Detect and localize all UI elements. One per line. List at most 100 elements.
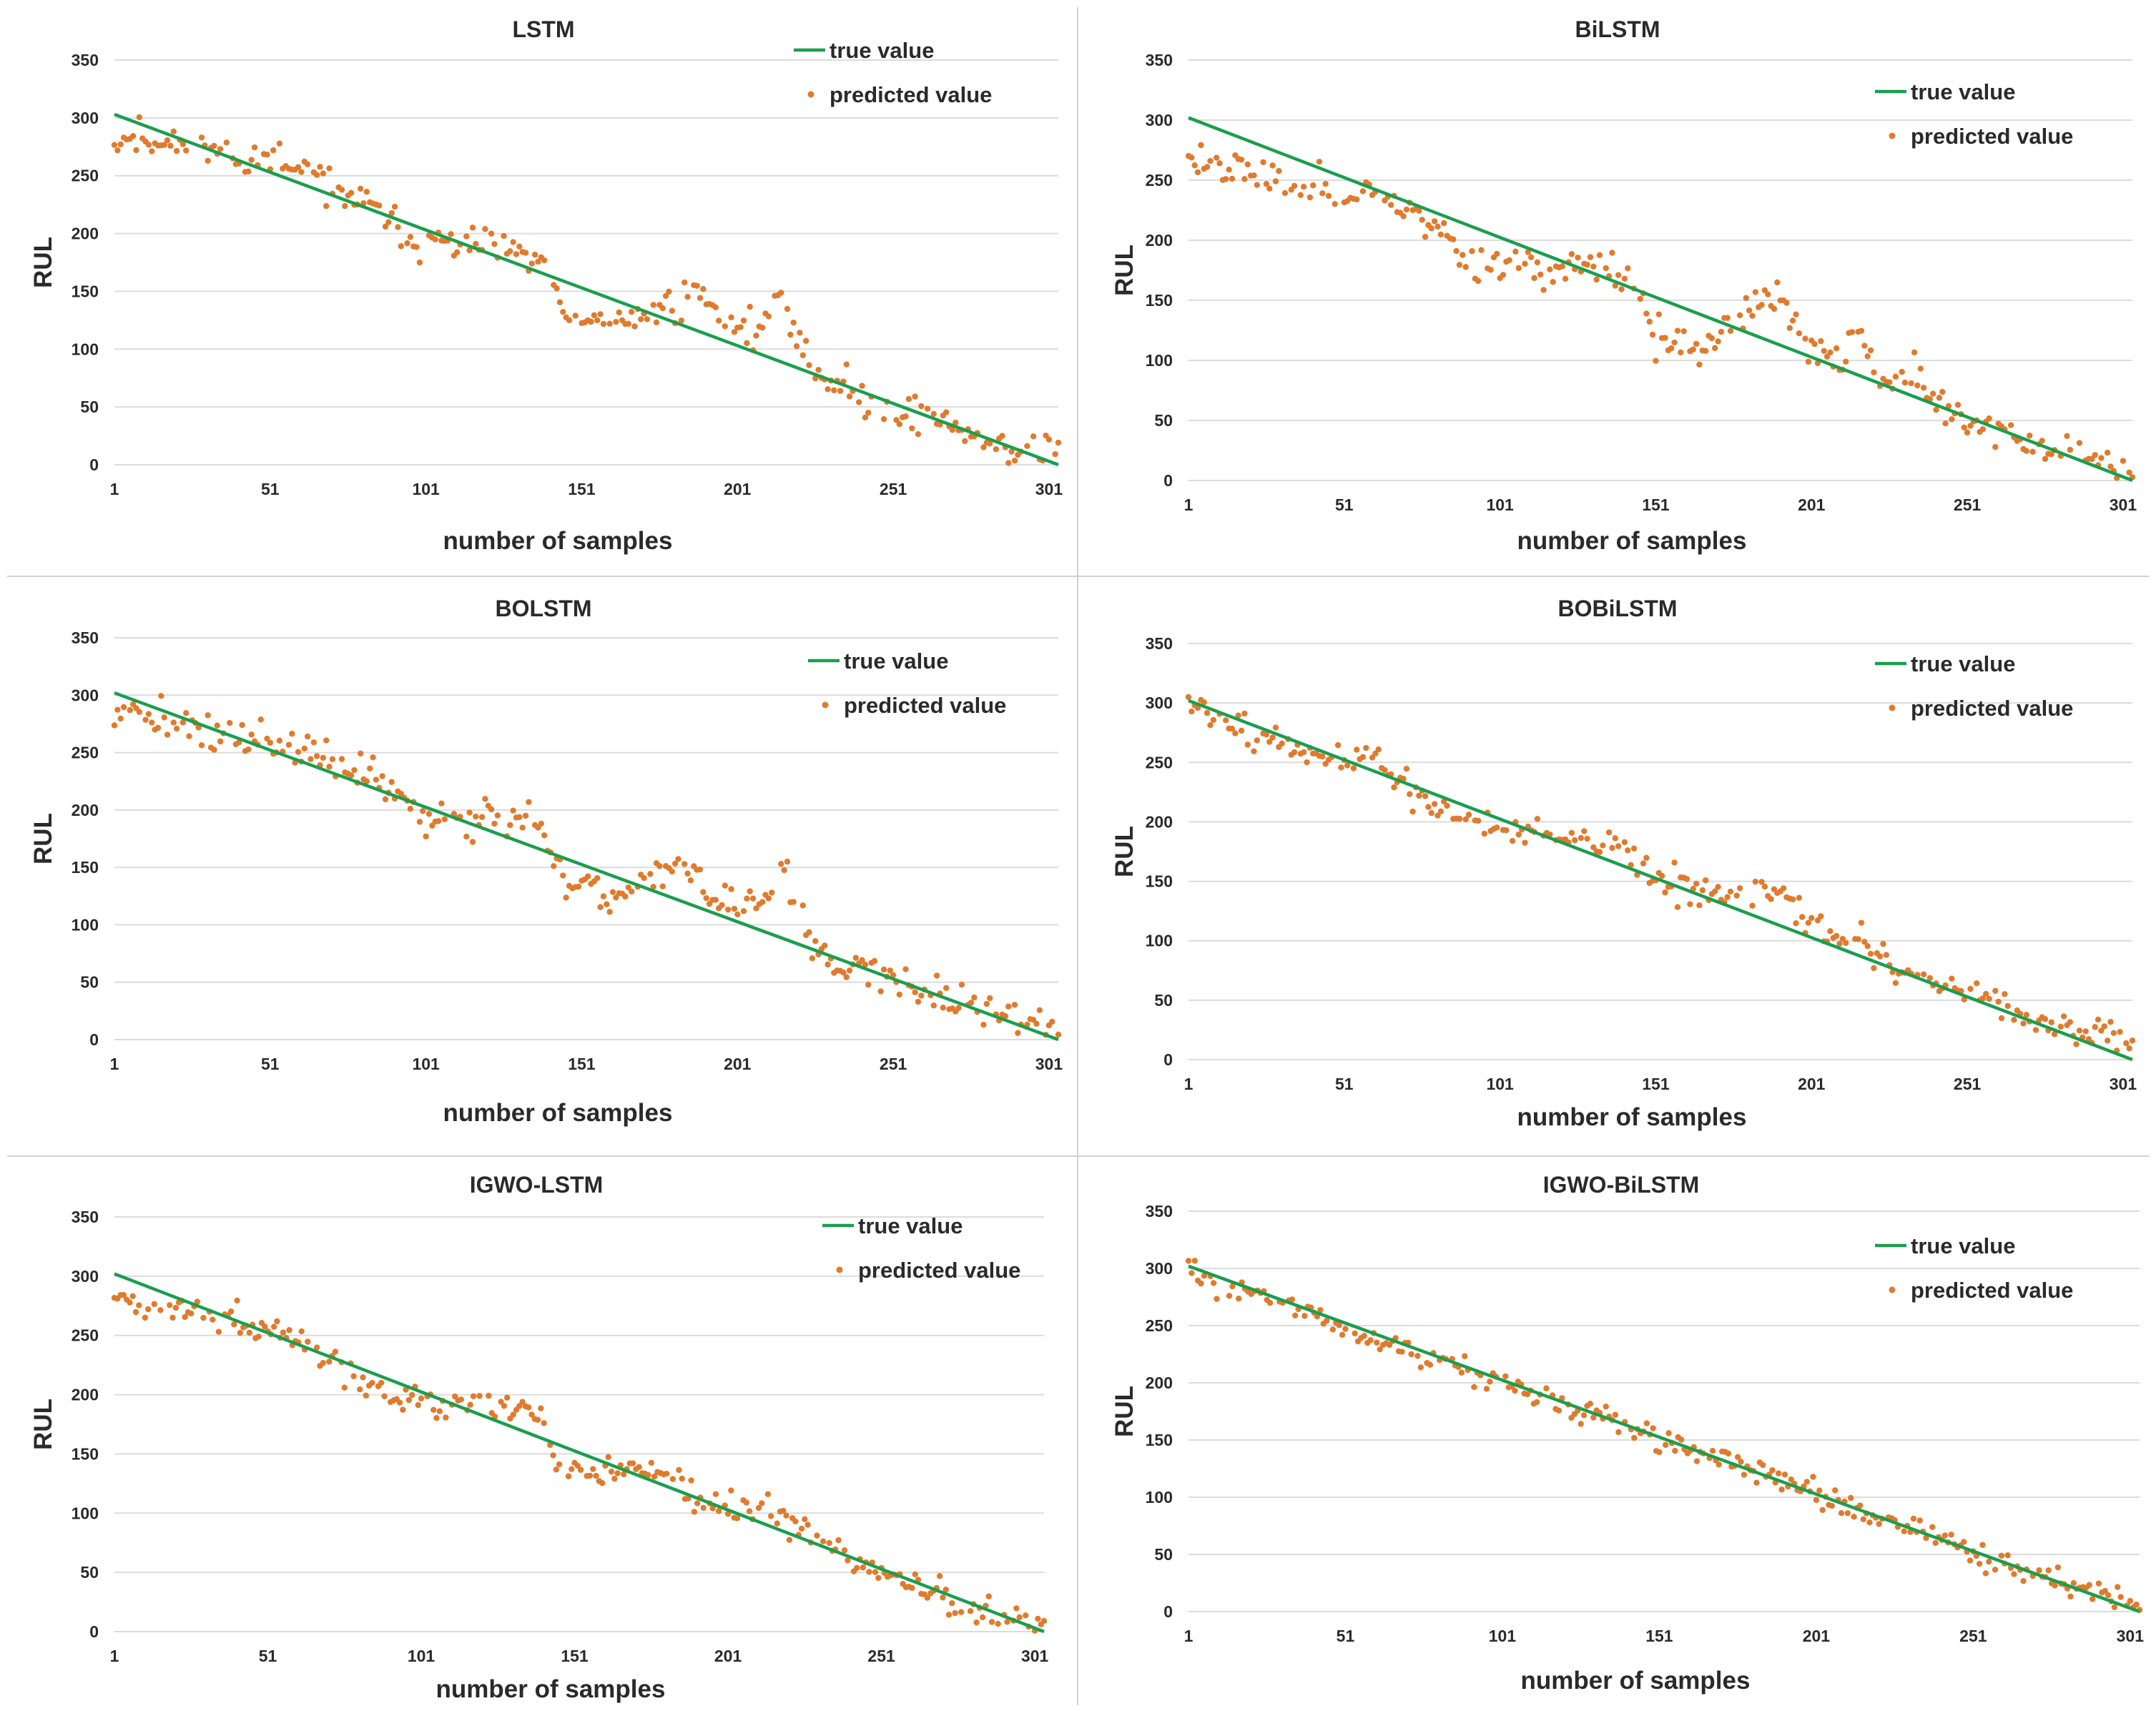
predicted-point xyxy=(329,756,336,762)
predicted-point xyxy=(255,1333,262,1340)
predicted-point xyxy=(1534,816,1541,822)
y-tick-label: 250 xyxy=(1146,753,1173,771)
predicted-point xyxy=(452,1393,458,1400)
predicted-point xyxy=(476,1393,483,1399)
predicted-point xyxy=(1263,731,1270,738)
predicted-point xyxy=(728,886,734,892)
predicted-point xyxy=(1761,287,1768,294)
predicted-point xyxy=(958,1609,965,1615)
predicted-point xyxy=(396,1399,403,1406)
predicted-point xyxy=(1469,248,1475,255)
predicted-point xyxy=(2020,1020,2027,1027)
predicted-point xyxy=(2117,1028,2123,1035)
predicted-point xyxy=(215,1328,222,1335)
predicted-point xyxy=(835,1537,842,1544)
predicted-point xyxy=(1653,358,1659,364)
predicted-point xyxy=(1979,426,1987,433)
predicted-point xyxy=(2092,452,2098,458)
predicted-point xyxy=(1814,917,1821,924)
predicted-point xyxy=(1646,318,1653,325)
predicted-point xyxy=(799,902,806,909)
predicted-point xyxy=(381,1393,388,1400)
predicted-point xyxy=(2045,1567,2052,1574)
predicted-point xyxy=(211,746,217,753)
predicted-point xyxy=(158,693,164,699)
y-tick-label: 0 xyxy=(1163,1602,1173,1621)
predicted-point xyxy=(1342,1326,1349,1332)
predicted-point xyxy=(1590,263,1597,270)
y-tick-label: 250 xyxy=(1146,1316,1173,1335)
predicted-point xyxy=(1238,157,1245,163)
predicted-point xyxy=(2126,1045,2132,1052)
predicted-point xyxy=(712,304,719,311)
y-tick-label: 0 xyxy=(1163,471,1173,490)
y-tick-label: 150 xyxy=(1146,872,1173,891)
predicted-point xyxy=(769,889,775,896)
x-tick-label: 201 xyxy=(1798,495,1826,514)
predicted-point xyxy=(902,413,909,420)
predicted-point xyxy=(1954,402,1961,408)
x-axis-label: number of samples xyxy=(443,527,673,555)
predicted-point xyxy=(1425,804,1432,810)
predicted-point xyxy=(211,142,217,149)
legend-predicted-swatch xyxy=(807,91,814,98)
legend-predicted-swatch xyxy=(836,1266,843,1273)
x-tick-label: 201 xyxy=(1798,1075,1826,1093)
predicted-point xyxy=(111,722,118,729)
predicted-point xyxy=(1680,328,1687,335)
predicted-point xyxy=(1818,337,1824,345)
predicted-point xyxy=(1908,380,1914,387)
predicted-point xyxy=(1372,750,1379,757)
predicted-point xyxy=(478,814,486,820)
predicted-point xyxy=(1266,185,1273,192)
predicted-point xyxy=(385,219,392,225)
y-tick-label: 300 xyxy=(72,686,99,704)
predicted-point xyxy=(669,307,676,314)
predicted-point xyxy=(1528,254,1535,260)
predicted-point xyxy=(1871,369,1877,375)
predicted-point xyxy=(1724,894,1731,900)
predicted-point xyxy=(1612,1411,1619,1418)
predicted-point xyxy=(845,1557,851,1564)
predicted-point xyxy=(1828,1502,1836,1509)
predicted-point xyxy=(1727,327,1734,335)
predicted-point xyxy=(1471,1384,1477,1391)
predicted-point xyxy=(1967,985,1974,992)
predicted-point xyxy=(1590,1414,1597,1421)
predicted-point xyxy=(1776,1470,1782,1476)
predicted-point xyxy=(2042,455,2049,463)
predicted-point xyxy=(1011,1002,1018,1008)
predicted-point xyxy=(962,438,968,445)
predicted-point xyxy=(1512,1387,1518,1394)
predicted-point xyxy=(694,282,700,289)
y-tick-label: 100 xyxy=(1146,932,1173,950)
predicted-point xyxy=(765,895,772,902)
predicted-point xyxy=(659,305,666,312)
predicted-point xyxy=(846,393,853,400)
predicted-point xyxy=(1547,266,1553,273)
predicted-point xyxy=(1500,272,1507,278)
predicted-point xyxy=(378,1379,385,1386)
predicted-point xyxy=(1929,1524,1936,1530)
predicted-point xyxy=(194,1298,201,1305)
predicted-point xyxy=(1741,1471,1748,1478)
predicted-point xyxy=(186,733,192,739)
predicted-point xyxy=(1780,885,1787,892)
predicted-point xyxy=(837,388,844,394)
predicted-point xyxy=(1301,1313,1308,1319)
predicted-point xyxy=(286,1327,292,1333)
predicted-point xyxy=(1191,1258,1198,1264)
predicted-point xyxy=(586,1472,594,1479)
predicted-point xyxy=(1758,879,1765,885)
x-tick-label: 101 xyxy=(1489,1627,1517,1645)
predicted-point xyxy=(786,1537,793,1543)
predicted-point xyxy=(298,169,305,175)
chart-panel-lstm: 350 300 250 200 150 100 50 0 1 51 101 151 201 251 301 L… xyxy=(0,0,1073,572)
predicted-point xyxy=(724,1511,732,1517)
predicted-point xyxy=(519,1399,526,1405)
predicted-point xyxy=(1949,416,1955,423)
predicted-point xyxy=(560,308,566,315)
y-tick-label: 150 xyxy=(72,858,99,877)
predicted-point xyxy=(198,742,205,749)
predicted-point xyxy=(2104,1037,2111,1044)
